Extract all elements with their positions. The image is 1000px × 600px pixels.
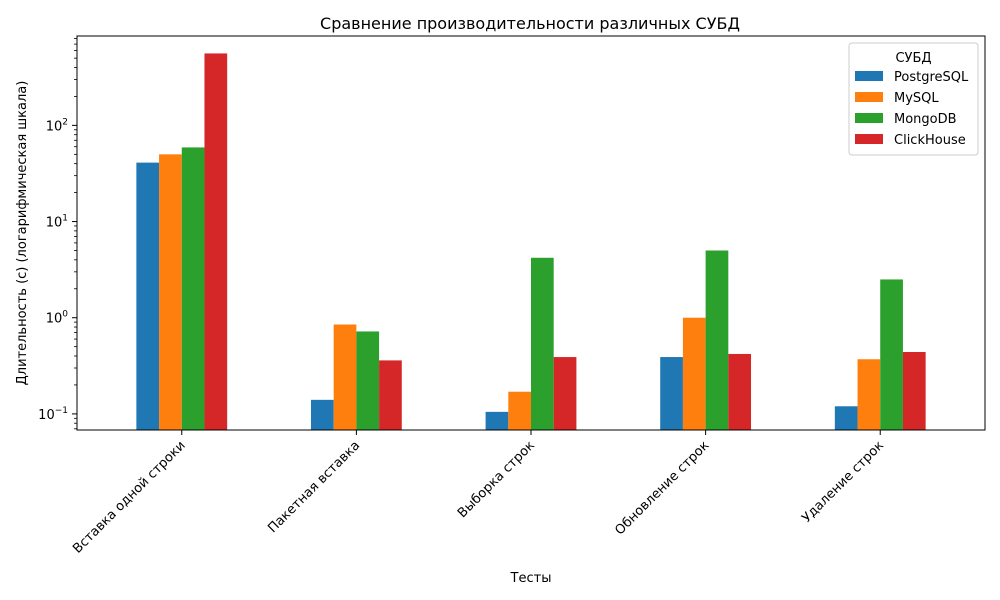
bars-group bbox=[136, 53, 926, 431]
chart-title: Сравнение производительности различных С… bbox=[320, 14, 740, 33]
y-tick-label-exponent: 1 bbox=[62, 214, 68, 224]
y-tick-label-base: 10 bbox=[46, 216, 63, 231]
x-axis-label: Тесты bbox=[510, 571, 552, 586]
y-axis-label: Длительность (с) (логарифмическая шкала) bbox=[15, 81, 30, 386]
y-tick-label-exponent: −1 bbox=[55, 406, 68, 416]
y-tick-label: 102 bbox=[46, 117, 68, 134]
bar-clickhouse-2 bbox=[379, 360, 402, 430]
bar-mongodb-4 bbox=[705, 250, 729, 430]
y-tick-label-base: 10 bbox=[38, 408, 55, 423]
y-tick-label-exponent: 0 bbox=[62, 310, 68, 320]
y-tick-label-exponent: 2 bbox=[62, 117, 68, 127]
legend-title: СУБД bbox=[895, 51, 931, 66]
legend-swatch-mysql bbox=[855, 92, 883, 102]
bar-clickhouse-3 bbox=[553, 357, 577, 430]
bar-clickhouse-4 bbox=[728, 353, 752, 430]
bar-clickhouse-1 bbox=[204, 53, 228, 431]
y-tick-label-base: 10 bbox=[46, 312, 63, 327]
bar-mongodb-5 bbox=[880, 279, 903, 430]
y-tick-label: 100 bbox=[46, 310, 69, 327]
bar-postgresql-1 bbox=[136, 162, 160, 430]
legend-label-mongodb: MongoDB bbox=[894, 112, 957, 127]
plot-frame bbox=[76, 35, 986, 431]
bar-mysql-1 bbox=[159, 154, 182, 430]
legend-swatch-postgresql bbox=[855, 71, 883, 81]
bar-mysql-4 bbox=[682, 317, 706, 430]
bar-clickhouse-5 bbox=[902, 352, 926, 430]
bar-postgresql-2 bbox=[310, 399, 334, 430]
legend-label-mysql: MySQL bbox=[894, 91, 939, 106]
legend-label-postgresql: PostgreSQL bbox=[894, 70, 969, 85]
bar-mysql-2 bbox=[333, 324, 357, 430]
legend-swatch-clickhouse bbox=[855, 134, 883, 144]
bar-postgresql-5 bbox=[834, 406, 858, 430]
legend: СУБД PostgreSQL MySQL MongoDB ClickHouse bbox=[848, 42, 979, 156]
bar-mysql-3 bbox=[508, 391, 531, 430]
bar-mongodb-1 bbox=[181, 147, 205, 431]
bar-postgresql-4 bbox=[660, 357, 683, 430]
y-tick-label: 10−1 bbox=[38, 406, 68, 423]
bar-mongodb-2 bbox=[356, 331, 380, 430]
legend-swatch-mongodb bbox=[855, 113, 883, 123]
bar-postgresql-3 bbox=[485, 411, 509, 430]
legend-label-clickhouse: ClickHouse bbox=[894, 133, 966, 148]
y-tick-label-base: 10 bbox=[46, 119, 63, 134]
bar-mongodb-3 bbox=[531, 257, 554, 430]
y-tick-label: 101 bbox=[46, 214, 68, 231]
bar-mysql-5 bbox=[857, 359, 881, 430]
